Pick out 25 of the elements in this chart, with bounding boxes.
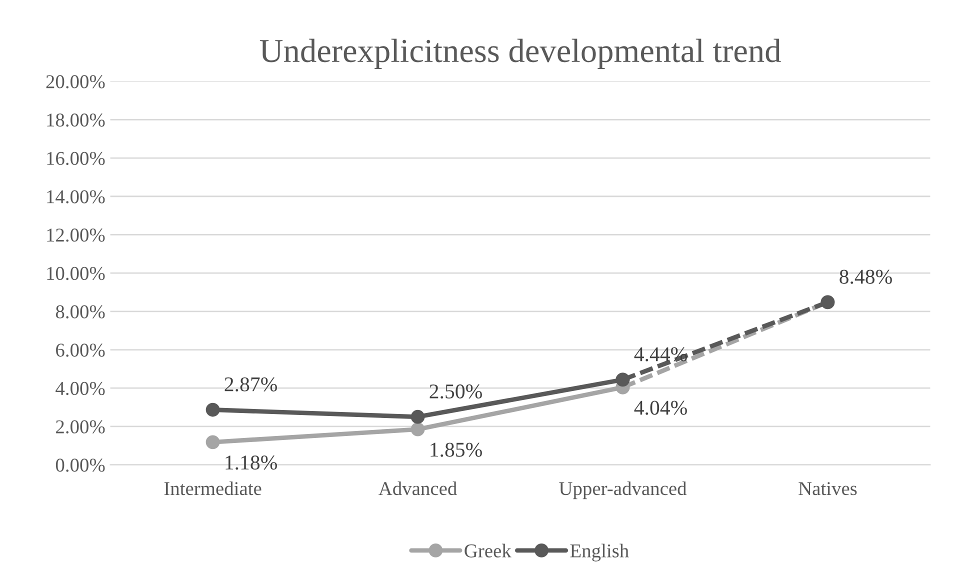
x-tick-label: Natives (798, 482, 857, 496)
data-label: 4.04% (634, 400, 687, 415)
y-tick-label: 0.00% (56, 458, 105, 472)
x-tick-label: Upper-advanced (559, 481, 687, 500)
x-tick-label: Intermediate (164, 481, 262, 496)
y-tick-label: 12.00% (47, 228, 105, 242)
data-label: 2.87% (224, 377, 277, 392)
data-label: 1.85% (430, 442, 482, 457)
y-tick-label: 4.00% (56, 382, 105, 396)
x-tick-label: Advanced (378, 481, 457, 496)
y-tick-label: 10.00% (47, 266, 105, 280)
y-tick-label: 6.00% (56, 344, 105, 357)
legend-label: Greek (464, 544, 512, 558)
y-tick-label: 2.00% (56, 420, 105, 434)
chart-title: Underexplicitness developmental trend (260, 38, 781, 69)
y-tick-label: 16.00% (47, 152, 105, 166)
data-label: 1.18% (226, 456, 277, 470)
y-tick-label: 20.00% (46, 75, 105, 88)
y-tick-label: 14.00% (47, 190, 105, 204)
data-label: 2.50% (430, 384, 482, 399)
data-label: 4.44% (634, 347, 687, 362)
y-tick-label: 18.00% (47, 114, 105, 127)
data-label: 8.48% (840, 270, 892, 284)
y-tick-label: 8.00% (56, 305, 105, 318)
legend-label: English (570, 544, 629, 562)
